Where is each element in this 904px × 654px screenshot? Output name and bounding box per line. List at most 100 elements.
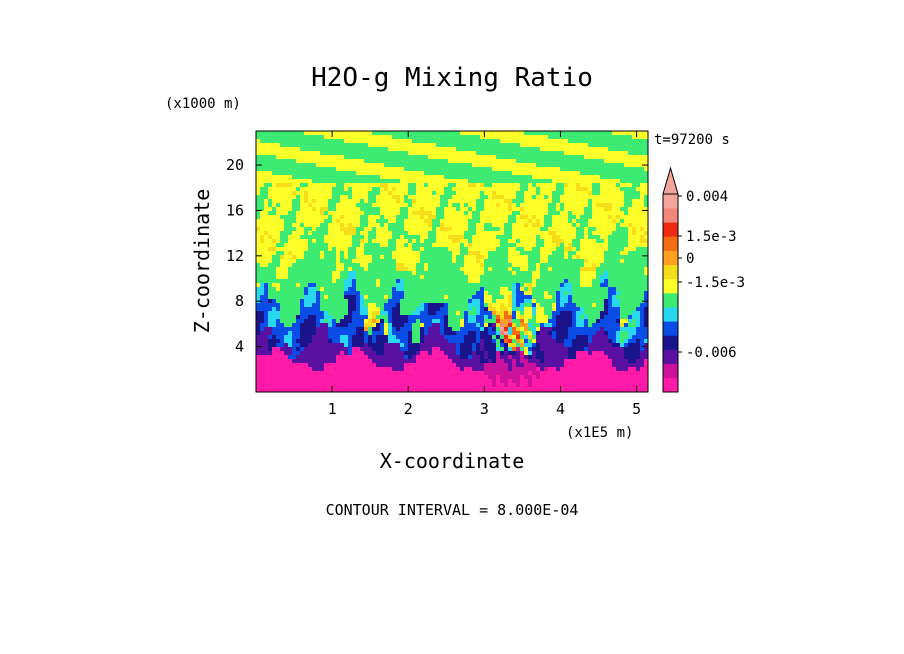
heatmap-cell bbox=[500, 319, 509, 324]
heatmap-cell bbox=[332, 191, 353, 196]
heatmap-cell bbox=[580, 275, 597, 280]
heatmap-cell bbox=[256, 131, 305, 136]
heatmap-cell bbox=[344, 223, 349, 228]
heatmap-cell bbox=[440, 331, 445, 336]
heatmap-cell bbox=[460, 351, 473, 356]
heatmap-cell bbox=[520, 331, 525, 336]
heatmap-cell bbox=[608, 247, 625, 252]
heatmap-cell bbox=[356, 231, 361, 236]
heatmap-cell bbox=[532, 271, 541, 276]
heatmap-cell bbox=[392, 319, 409, 324]
heatmap-cell bbox=[368, 335, 373, 340]
heatmap-cell bbox=[480, 331, 489, 336]
heatmap-cell bbox=[440, 195, 453, 200]
heatmap-cell bbox=[420, 259, 453, 264]
heatmap-cell bbox=[328, 231, 345, 236]
heatmap-cell bbox=[256, 247, 269, 252]
heatmap-cell bbox=[348, 255, 357, 260]
heatmap-cell bbox=[520, 339, 525, 344]
heatmap-cell bbox=[368, 263, 397, 268]
heatmap-cell bbox=[376, 339, 389, 344]
heatmap-cell bbox=[532, 327, 537, 332]
heatmap-cell bbox=[484, 227, 501, 232]
heatmap-cell bbox=[284, 335, 293, 340]
heatmap-cell bbox=[520, 143, 589, 148]
heatmap-cell bbox=[496, 347, 501, 352]
heatmap-cell bbox=[256, 303, 281, 308]
heatmap-cell bbox=[412, 335, 421, 340]
heatmap-cell bbox=[508, 255, 529, 260]
heatmap-cell bbox=[348, 251, 357, 256]
heatmap-cell bbox=[596, 239, 605, 244]
heatmap-cell bbox=[576, 247, 581, 252]
heatmap-cell bbox=[412, 331, 421, 336]
heatmap-cell bbox=[572, 295, 609, 300]
heatmap-cell bbox=[564, 203, 589, 208]
heatmap-cell bbox=[552, 307, 557, 312]
heatmap-cell bbox=[264, 199, 269, 204]
heatmap-cell bbox=[328, 331, 357, 336]
heatmap-cell bbox=[256, 231, 265, 236]
heatmap-cell bbox=[528, 359, 541, 364]
heatmap-cell bbox=[604, 259, 621, 264]
heatmap-cell bbox=[460, 251, 469, 256]
heatmap-cell bbox=[268, 235, 273, 240]
heatmap-cell bbox=[272, 347, 281, 352]
heatmap-cell bbox=[476, 331, 481, 336]
heatmap-cell bbox=[416, 187, 445, 192]
heatmap-cell bbox=[496, 379, 501, 384]
heatmap-cell bbox=[544, 311, 553, 316]
heatmap-cell bbox=[456, 343, 461, 348]
heatmap-cell bbox=[588, 323, 593, 328]
heatmap-cell bbox=[608, 279, 648, 284]
heatmap-cell bbox=[280, 239, 289, 244]
heatmap-cell bbox=[588, 351, 593, 356]
heatmap-cell bbox=[508, 327, 513, 332]
heatmap-cell bbox=[272, 283, 281, 288]
heatmap-cell bbox=[368, 307, 381, 312]
heatmap-cell bbox=[264, 327, 273, 332]
heatmap-cell bbox=[256, 239, 261, 244]
heatmap-cell bbox=[540, 247, 557, 252]
heatmap-cell bbox=[536, 279, 565, 284]
heatmap-cell bbox=[640, 339, 645, 344]
heatmap-cell bbox=[428, 311, 437, 316]
heatmap-cell bbox=[272, 327, 301, 332]
heatmap-cell bbox=[316, 287, 321, 292]
heatmap-cell bbox=[388, 239, 397, 244]
heatmap-cell bbox=[488, 315, 493, 320]
heatmap-cell bbox=[320, 323, 329, 328]
heatmap-cell bbox=[524, 299, 533, 304]
heatmap-cell bbox=[260, 139, 345, 144]
heatmap-cell bbox=[528, 319, 537, 324]
heatmap-cell bbox=[564, 255, 569, 260]
heatmap-cell bbox=[620, 183, 633, 188]
heatmap-cell bbox=[332, 247, 337, 252]
heatmap-cell bbox=[548, 267, 553, 272]
heatmap-cell bbox=[600, 175, 648, 180]
heatmap-cell bbox=[368, 343, 385, 348]
heatmap-cell bbox=[460, 239, 469, 244]
heatmap-cell bbox=[600, 187, 621, 192]
heatmap-cell bbox=[412, 199, 417, 204]
heatmap-cell bbox=[480, 211, 513, 216]
heatmap-cell bbox=[532, 343, 537, 348]
heatmap-cell bbox=[336, 207, 361, 212]
heatmap-cell bbox=[380, 327, 385, 332]
heatmap-cell bbox=[304, 195, 309, 200]
heatmap-cell bbox=[620, 311, 633, 316]
heatmap-cell bbox=[412, 239, 417, 244]
heatmap-cell bbox=[364, 295, 369, 300]
heatmap-cell bbox=[576, 219, 589, 224]
heatmap-cell bbox=[552, 315, 557, 320]
heatmap-cell bbox=[316, 283, 345, 288]
heatmap-cell bbox=[372, 203, 409, 208]
heatmap-cell bbox=[520, 359, 529, 364]
heatmap-cell bbox=[348, 307, 357, 312]
heatmap-cell bbox=[504, 327, 509, 332]
heatmap-cell bbox=[260, 263, 269, 268]
heatmap-cell bbox=[512, 315, 517, 320]
heatmap-cell bbox=[624, 351, 641, 356]
heatmap-cell bbox=[288, 239, 309, 244]
